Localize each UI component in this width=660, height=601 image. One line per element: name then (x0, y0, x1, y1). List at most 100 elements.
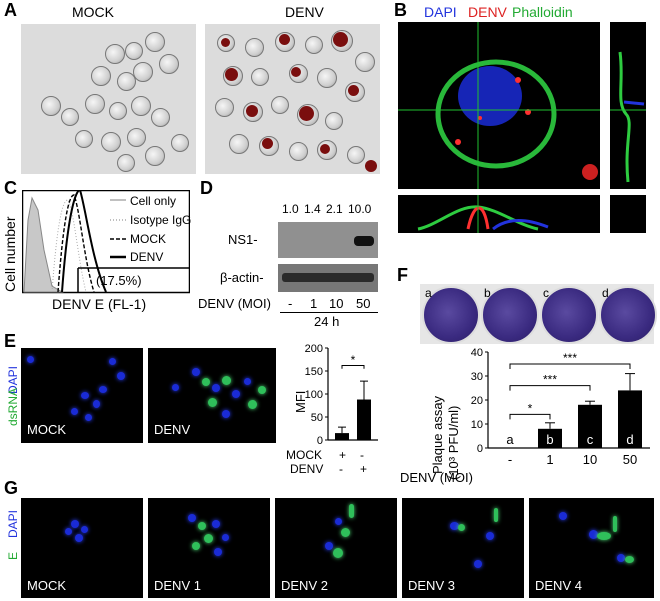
panel-c-legend-mock: MOCK (130, 232, 166, 246)
panel-f-bar-letter: a (506, 432, 514, 447)
panel-g-side-e: E (6, 551, 20, 560)
panel-b-letter: B (394, 0, 407, 20)
panel-e-denv-image: DENV (148, 348, 276, 443)
panel-d-actin-blot (278, 264, 378, 292)
panel-b-xz-projection (398, 195, 600, 233)
panel-b-legend-phalloidin: Phalloidin (512, 4, 573, 20)
panel-f-ytick-label: 40 (471, 347, 483, 359)
panel-f-bar-letter: d (626, 432, 633, 447)
panel-d-ratio-3: 2.1 (326, 202, 343, 216)
panel-f-sig-bracket (509, 385, 591, 391)
panel-f-dish-a: a (425, 286, 432, 300)
panel-a-letter: A (4, 0, 17, 20)
panel-f-sig-bracket (509, 363, 631, 369)
panel-d-time: 24 h (314, 314, 340, 329)
panel-f-bar-3 (618, 390, 642, 448)
panel-e-sig-label: * (351, 353, 356, 367)
panel-f-sig-bracket (509, 413, 551, 420)
panel-f-bar-2 (578, 404, 602, 448)
panel-c-histogram (22, 190, 190, 294)
panel-b-confocal-image (398, 22, 600, 189)
panel-e-bar-denv (357, 399, 371, 440)
panel-e-row-denv-v1: - (339, 462, 343, 476)
panel-f-dish-c: c (543, 286, 549, 300)
panel-d-moi-3: 10 (329, 296, 344, 311)
panel-g-label-denv3: DENV 3 (408, 578, 455, 593)
panel-e-ytick-label: 200 (305, 344, 323, 355)
panel-f-xtick-label: 1 (546, 452, 553, 467)
panel-f-xtick-label: 50 (623, 452, 637, 467)
panel-d-moi-1: - (288, 296, 293, 311)
panel-d-time-bar (280, 312, 378, 313)
panel-c-legend-denv: DENV (130, 250, 164, 264)
panel-d-ns1-label: NS1- (228, 232, 258, 247)
panel-b-legend-denv: DENV (468, 4, 507, 20)
panel-e-bar-mock (335, 433, 349, 440)
panel-f-sig-label: *** (543, 373, 557, 387)
panel-c-percent: (17.5%) (96, 273, 142, 288)
panel-c-legend-isotype: Isotype IgG (130, 213, 192, 227)
panel-f-sig-label: *** (563, 351, 577, 365)
panel-g-denv2-image: DENV 2 (275, 498, 397, 598)
panel-d-ns1-blot (278, 222, 378, 258)
panel-f-xtick-label: - (508, 452, 512, 467)
panel-a-mock-image (21, 24, 196, 174)
panel-f-ytick-label: 10 (471, 419, 483, 431)
panel-f-ylabel-2: (10³ PFU/ml) (446, 405, 461, 480)
panel-c-legend-cell-only: Cell only (130, 194, 177, 208)
panel-c-letter: C (4, 178, 17, 198)
panel-f-bar-letter: c (587, 432, 594, 447)
panel-f-ylabel-1: Plaque assay (430, 395, 445, 474)
panel-c-xlabel: DENV E (FL-1) (52, 296, 147, 312)
panel-e-denv-label: DENV (154, 422, 191, 437)
panel-e-row-denv-name: DENV (290, 462, 324, 476)
panel-f-xtick-label: 10 (583, 452, 597, 467)
panel-g-side-dapi: DAPI (6, 509, 20, 538)
panel-e-ytick-label: 50 (311, 412, 323, 424)
panel-g-mock-image: MOCK (21, 498, 143, 598)
panel-g-label-mock: MOCK (27, 578, 66, 593)
panel-f-sig-label: * (528, 401, 533, 415)
panel-f-ytick-label: 0 (477, 443, 483, 455)
panel-f-bar-1 (538, 428, 562, 448)
panel-f-ytick-label: 30 (471, 371, 483, 383)
panel-f-letter: F (397, 265, 408, 285)
panel-a-mock-title: MOCK (72, 4, 114, 20)
panel-e-mock-image: MOCK (21, 348, 143, 443)
panel-d-moi-2: 1 (310, 296, 318, 311)
panel-d-ratio-2: 1.4 (304, 202, 321, 216)
panel-g-denv3-image: DENV 3 (402, 498, 524, 598)
panel-g-denv4-image: DENV 4 (529, 498, 654, 598)
panel-e-ytick-label: 150 (305, 366, 323, 378)
panel-e-chart: 0 50 100 150 200 * (305, 344, 378, 447)
panel-d-letter: D (200, 178, 213, 198)
panel-f-dish-d: d (602, 286, 609, 300)
panel-e-row-mock-v2: - (360, 448, 364, 462)
panel-e-row-mock-name: MOCK (286, 448, 322, 462)
panel-g-letter: G (4, 478, 19, 498)
panel-b-corner-tile (610, 195, 646, 233)
panel-d-ratio-1: 1.0 (282, 202, 299, 216)
panel-g-label-denv1: DENV 1 (154, 578, 201, 593)
panel-e-sig-bracket (341, 364, 365, 369)
panel-e-letter: E (4, 331, 17, 351)
panel-e-ytick-label: 100 (305, 389, 323, 401)
panel-f-dish-b: b (484, 286, 491, 300)
panel-f-moi-label: DENV (MOI) (400, 470, 473, 485)
panel-g-label-denv2: DENV 2 (281, 578, 328, 593)
panel-a-denv-title: DENV (285, 4, 324, 20)
panel-e-row-denv-v2: + (360, 462, 368, 476)
panel-b-legend-dapi: DAPI (424, 4, 457, 20)
panel-f-bar-letter: b (546, 432, 553, 447)
panel-e-ytick-label: 0 (317, 435, 323, 447)
panel-c-ylabel: Cell number (2, 216, 18, 292)
panel-f-plate: a b c d (420, 284, 657, 344)
panel-e-side-dsrna: dsRNA (6, 387, 20, 426)
panel-d-actin-label: β-actin- (220, 270, 264, 285)
panel-a-denv-image (205, 24, 380, 174)
panel-g-label-denv4: DENV 4 (535, 578, 582, 593)
panel-g-denv1-image: DENV 1 (148, 498, 270, 598)
panel-f-ytick-label: 20 (471, 395, 483, 407)
panel-e-row-mock-v1: + (339, 448, 347, 462)
